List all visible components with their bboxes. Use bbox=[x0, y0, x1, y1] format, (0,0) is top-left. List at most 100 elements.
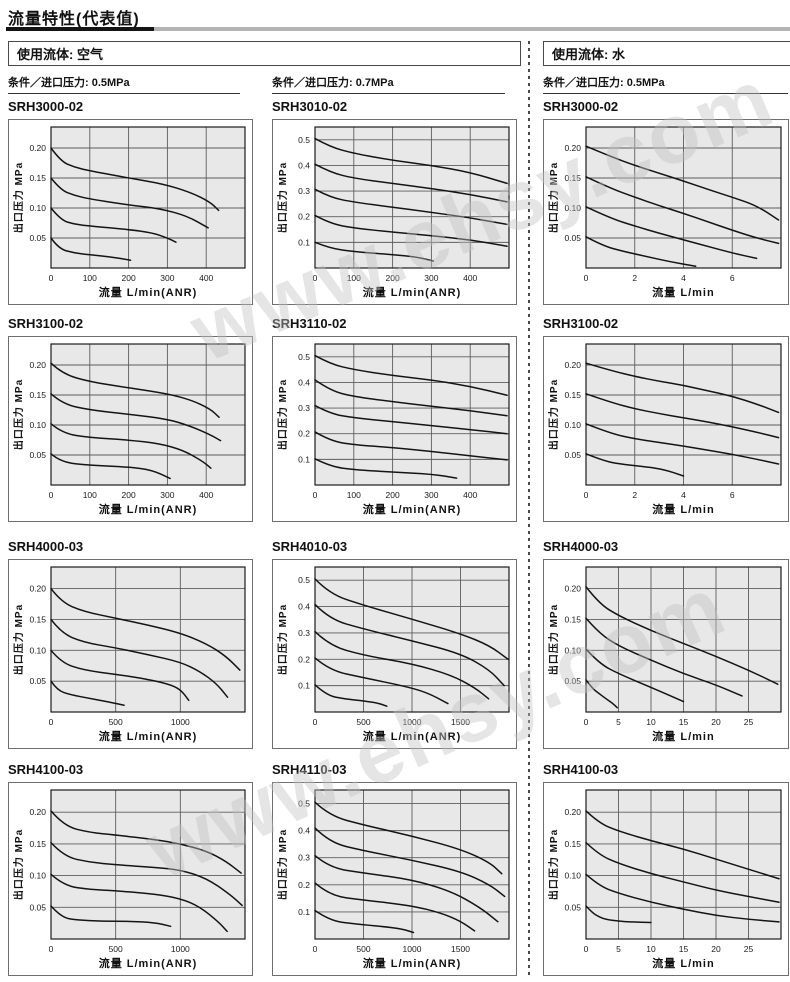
chart-title: SRH3100-02 bbox=[543, 316, 619, 331]
svg-text:0.2: 0.2 bbox=[298, 212, 310, 222]
svg-text:0.20: 0.20 bbox=[564, 584, 581, 594]
svg-text:0.05: 0.05 bbox=[29, 676, 46, 686]
svg-text:0: 0 bbox=[49, 717, 54, 727]
svg-text:0: 0 bbox=[584, 273, 589, 283]
svg-text:出口压力 MPa: 出口压力 MPa bbox=[12, 162, 25, 233]
svg-text:0: 0 bbox=[313, 273, 318, 283]
svg-text:0.4: 0.4 bbox=[298, 602, 310, 612]
chart-cell: SRH4100-03 0 5 10 15 20 25 0.05 0.10 0.15 0.20 流量 … bbox=[543, 762, 789, 976]
svg-text:0.5: 0.5 bbox=[298, 135, 310, 145]
svg-text:200: 200 bbox=[386, 273, 400, 283]
svg-text:20: 20 bbox=[711, 944, 721, 954]
svg-text:0.10: 0.10 bbox=[29, 203, 46, 213]
svg-text:0.1: 0.1 bbox=[298, 237, 310, 247]
svg-text:1000: 1000 bbox=[403, 717, 422, 727]
chart-title: SRH4010-03 bbox=[272, 539, 348, 554]
chart-cell: SRH3110-02 0 100 200 300 400 0.1 0.2 0.3 0.4 0.5 流… bbox=[272, 316, 517, 522]
svg-text:0.20: 0.20 bbox=[29, 807, 46, 817]
chart-cell: SRH3100-02 0 100 200 300 400 0.05 0.10 0.15 0.20… bbox=[8, 316, 253, 522]
svg-text:0.3: 0.3 bbox=[298, 853, 310, 863]
svg-text:1000: 1000 bbox=[403, 944, 422, 954]
svg-text:5: 5 bbox=[616, 944, 621, 954]
chart-card: 0 500 1000 0.05 0.10 0.15 0.20 流量 L/min(ANR) 出口压… bbox=[8, 782, 253, 976]
svg-text:流量 L/min(ANR): 流量 L/min(ANR) bbox=[99, 729, 198, 743]
svg-text:0.10: 0.10 bbox=[29, 420, 46, 430]
svg-text:0: 0 bbox=[584, 944, 589, 954]
chart-title: SRH4000-03 bbox=[8, 539, 84, 554]
flow-chart: 0 500 1000 0.05 0.10 0.15 0.20 流量 L/min(ANR) 出口压… bbox=[12, 566, 246, 743]
svg-text:出口压力 MPa: 出口压力 MPa bbox=[276, 829, 289, 900]
svg-text:0.5: 0.5 bbox=[298, 799, 310, 809]
svg-text:0.20: 0.20 bbox=[564, 143, 581, 153]
svg-text:0.20: 0.20 bbox=[29, 143, 46, 153]
flow-chart: 0 100 200 300 400 0.05 0.10 0.15 0.20 流量 L/min(AN… bbox=[12, 343, 246, 516]
svg-text:0: 0 bbox=[49, 490, 54, 500]
flow-chart: 0 2 4 6 0.05 0.10 0.15 0.20 流量 L/min 出口压力 MPa bbox=[547, 343, 782, 516]
svg-text:出口压力 MPa: 出口压力 MPa bbox=[547, 379, 560, 450]
svg-text:流量 L/min(ANR): 流量 L/min(ANR) bbox=[363, 502, 462, 516]
svg-text:流量 L/min: 流量 L/min bbox=[652, 729, 714, 743]
svg-text:15: 15 bbox=[679, 944, 689, 954]
flow-chart: 0 500 1000 0.05 0.10 0.15 0.20 流量 L/min(ANR) 出口压… bbox=[12, 789, 246, 970]
svg-text:0.4: 0.4 bbox=[298, 826, 310, 836]
svg-text:0.10: 0.10 bbox=[564, 645, 581, 655]
svg-text:出口压力 MPa: 出口压力 MPa bbox=[12, 379, 25, 450]
svg-text:出口压力 MPa: 出口压力 MPa bbox=[12, 604, 25, 675]
chart-cell: SRH4010-03 0 500 1000 1500 0.1 0.2 0.3 0.4 0.5 流量… bbox=[272, 539, 517, 749]
svg-text:400: 400 bbox=[463, 490, 477, 500]
svg-text:0.10: 0.10 bbox=[564, 420, 581, 430]
chart-title: SRH3100-02 bbox=[8, 316, 84, 331]
svg-text:0.05: 0.05 bbox=[564, 902, 581, 912]
chart-card: 0 100 200 300 400 0.1 0.2 0.3 0.4 0.5 流量 L/min(ANR… bbox=[272, 119, 517, 305]
svg-text:4: 4 bbox=[681, 490, 686, 500]
svg-text:流量 L/min(ANR): 流量 L/min(ANR) bbox=[99, 285, 198, 299]
chart-card: 0 5 10 15 20 25 0.05 0.10 0.15 0.20 流量 L/min 出口压力 M… bbox=[543, 782, 789, 976]
svg-text:流量 L/min(ANR): 流量 L/min(ANR) bbox=[99, 956, 198, 970]
svg-text:流量 L/min(ANR): 流量 L/min(ANR) bbox=[363, 285, 462, 299]
svg-text:0.15: 0.15 bbox=[564, 173, 581, 183]
chart-card: 0 500 1000 1500 0.1 0.2 0.3 0.4 0.5 流量 L/min(ANR)… bbox=[272, 559, 517, 749]
svg-text:0.15: 0.15 bbox=[564, 390, 581, 400]
svg-text:出口压力 MPa: 出口压力 MPa bbox=[547, 604, 560, 675]
svg-text:5: 5 bbox=[616, 717, 621, 727]
flow-chart: 0 5 10 15 20 25 0.05 0.10 0.15 0.20 流量 L/min 出口压力 M… bbox=[547, 566, 782, 743]
title-underline-bar bbox=[6, 27, 790, 31]
svg-text:0.4: 0.4 bbox=[298, 377, 310, 387]
svg-text:400: 400 bbox=[199, 490, 213, 500]
svg-text:出口压力 MPa: 出口压力 MPa bbox=[547, 829, 560, 900]
svg-text:0.10: 0.10 bbox=[564, 871, 581, 881]
chart-card: 0 5 10 15 20 25 0.05 0.10 0.15 0.20 流量 L/min 出口压力 M… bbox=[543, 559, 789, 749]
svg-text:流量 L/min(ANR): 流量 L/min(ANR) bbox=[363, 729, 462, 743]
svg-text:0: 0 bbox=[313, 717, 318, 727]
svg-text:0.15: 0.15 bbox=[29, 839, 46, 849]
svg-text:出口压力 MPa: 出口压力 MPa bbox=[12, 829, 25, 900]
flow-chart: 0 500 1000 1500 0.1 0.2 0.3 0.4 0.5 流量 L/min(ANR)… bbox=[276, 789, 510, 970]
svg-text:100: 100 bbox=[83, 490, 97, 500]
svg-text:10: 10 bbox=[646, 717, 656, 727]
section-dashed-divider bbox=[528, 41, 530, 978]
svg-text:0.15: 0.15 bbox=[29, 614, 46, 624]
chart-cell: SRH3000-02 0 100 200 300 400 0.05 0.10 0.15 0.20… bbox=[8, 99, 253, 305]
svg-text:流量 L/min: 流量 L/min bbox=[652, 502, 714, 516]
svg-text:0.15: 0.15 bbox=[29, 173, 46, 183]
svg-text:0.4: 0.4 bbox=[298, 160, 310, 170]
condition-label-water-05: 条件／进口压力: 0.5MPa bbox=[543, 74, 788, 94]
flow-chart: 0 2 4 6 0.05 0.10 0.15 0.20 流量 L/min 出口压力 MPa bbox=[547, 126, 782, 299]
fluid-header-water: 使用流体: 水 bbox=[543, 41, 790, 66]
svg-text:0: 0 bbox=[313, 944, 318, 954]
chart-cell: SRH3100-02 0 2 4 6 0.05 0.10 0.15 0.20 流量 L/min 出… bbox=[543, 316, 789, 522]
svg-text:0.15: 0.15 bbox=[564, 614, 581, 624]
svg-text:100: 100 bbox=[347, 490, 361, 500]
chart-cell: SRH4000-03 0 5 10 15 20 25 0.05 0.10 0.15 0.20 流量 … bbox=[543, 539, 789, 749]
svg-text:15: 15 bbox=[679, 717, 689, 727]
fluid-header-air: 使用流体: 空气 bbox=[8, 41, 521, 66]
chart-title: SRH4000-03 bbox=[543, 539, 619, 554]
flow-chart: 0 500 1000 1500 0.1 0.2 0.3 0.4 0.5 流量 L/min(ANR)… bbox=[276, 566, 510, 743]
svg-text:0.20: 0.20 bbox=[29, 360, 46, 370]
svg-text:1000: 1000 bbox=[171, 944, 190, 954]
flow-chart: 0 100 200 300 400 0.1 0.2 0.3 0.4 0.5 流量 L/min(ANR… bbox=[276, 343, 510, 516]
svg-text:500: 500 bbox=[356, 717, 370, 727]
chart-cell: SRH4110-03 0 500 1000 1500 0.1 0.2 0.3 0.4 0.5 流量… bbox=[272, 762, 517, 976]
chart-title: SRH3000-02 bbox=[543, 99, 619, 114]
